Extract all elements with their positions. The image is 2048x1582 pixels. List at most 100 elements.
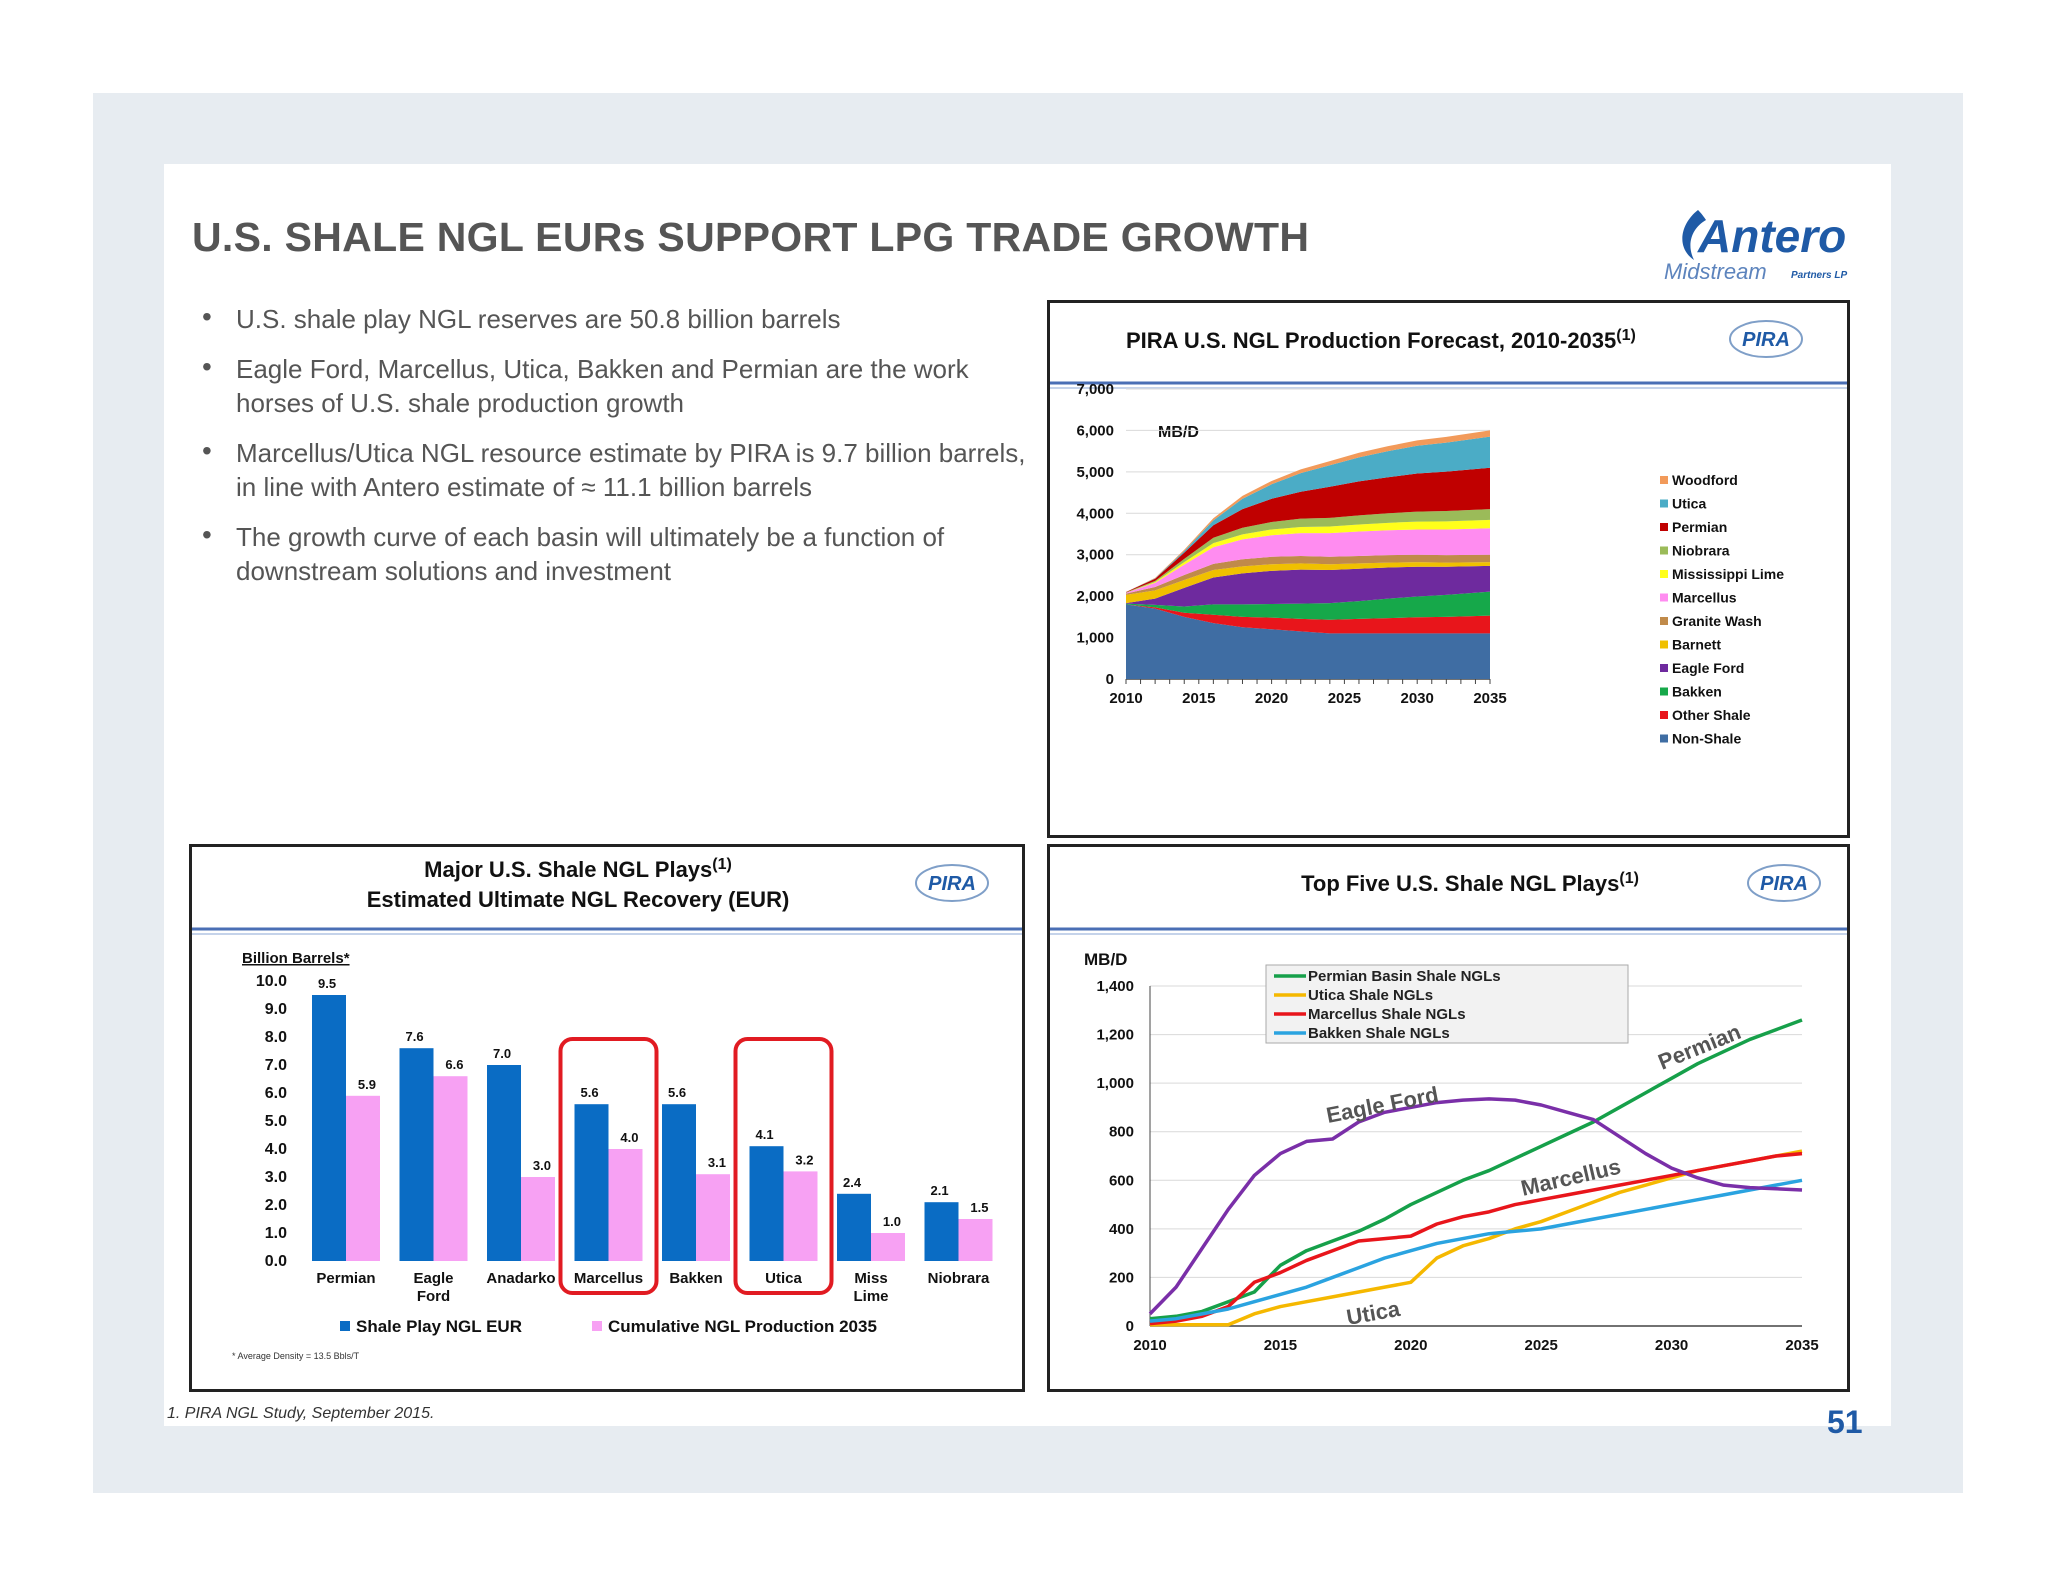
line-series-group [1148, 1018, 1803, 1327]
bar-highlight-boxes [558, 1037, 834, 1295]
bullet-item: Marcellus/Utica NGL resource estimate by… [194, 434, 1034, 504]
bar-value-label: 1.0 [883, 1214, 901, 1229]
bar-value-label: 9.5 [318, 976, 336, 991]
bar-category-label: Anadarko [486, 1270, 555, 1287]
line-x-tick-label: 2010 [1133, 1337, 1166, 1354]
area-series-non-shale [1126, 604, 1490, 679]
footnote: 1. PIRA NGL Study, September 2015. [167, 1405, 435, 1422]
line-chart: Top Five U.S. Shale NGL Plays(1) PIRA MB… [1050, 864, 1847, 1354]
bar-miss-lime-cumulative [871, 1233, 905, 1261]
bar-value-label: 6.6 [445, 1057, 463, 1072]
bar-value-label: 2.1 [931, 1183, 949, 1198]
bar-marcellus-eur [574, 1104, 609, 1261]
highlight-box-marcellus [558, 1037, 659, 1295]
area-x-tick-label: 2010 [1109, 690, 1142, 707]
line-x-tick-label: 2035 [1785, 1337, 1818, 1354]
bar-category-label: Niobrara [928, 1270, 990, 1287]
bar-value-label: 5.6 [581, 1085, 599, 1100]
area-legend-swatch [1660, 734, 1668, 743]
flame-icon [1682, 210, 1706, 260]
bullet-item: Eagle Ford, Marcellus, Utica, Bakken and… [194, 350, 1034, 420]
line-x-tick-label: 2015 [1264, 1337, 1297, 1354]
area-legend-label: Utica [1672, 496, 1706, 512]
area-series-permian [1126, 467, 1490, 593]
area-legend-label: Granite Wash [1672, 613, 1762, 629]
bar-permian-eur [312, 995, 346, 1261]
bar-y-tick-labels: 0.0 1.0 2.0 3.0 4.0 5.0 6.0 7.0 8.0 9.0 10.0 [256, 973, 287, 1270]
area-legend-label: Woodford [1672, 472, 1738, 488]
bar-y-tick-label: 8.0 [265, 1029, 287, 1046]
line-y-unit: MB/D [1084, 950, 1127, 969]
bar-y-tick-label: 3.0 [265, 1169, 287, 1186]
area-legend-label: Barnett [1672, 637, 1721, 653]
slide: U.S. SHALE NGL EURs SUPPORT LPG TRADE GR… [164, 164, 1891, 1440]
area-series-barnett [1126, 562, 1490, 604]
area-x-tick-label: 2030 [1401, 690, 1434, 707]
area-legend-label: Permian [1672, 519, 1727, 535]
bar-chart-panel: Major U.S. Shale NGL Plays(1) Estimated … [189, 844, 1025, 1392]
bar-value-label: 4.1 [756, 1127, 774, 1142]
bar-category-label: Miss [854, 1270, 887, 1287]
bar-y-tick-label: 9.0 [265, 1001, 287, 1018]
area-legend-swatch [1660, 570, 1668, 578]
line-legend-label: Permian Basin Shale NGLs [1308, 968, 1501, 985]
line-x-tick-labels: 2010 2015 2020 2025 2030 2035 [1133, 1337, 1818, 1354]
bar-anadarko-eur [487, 1065, 521, 1261]
bar-anadarko-cumulative [521, 1177, 555, 1261]
bar-bakken-cumulative [696, 1174, 730, 1261]
line-y-tick-label: 1,200 [1096, 1027, 1134, 1044]
bar-y-tick-label: 10.0 [256, 973, 287, 990]
bar-value-label: 3.2 [795, 1152, 813, 1167]
area-legend-swatch [1660, 640, 1668, 649]
area-legend-swatch [1660, 499, 1668, 508]
bar-footnote: * Average Density = 13.5 Bbls/T [232, 1351, 360, 1361]
bar-value-label: 7.0 [493, 1046, 511, 1061]
bar-y-tick-label: 1.0 [265, 1225, 287, 1242]
area-x-tick-label: 2020 [1255, 690, 1288, 707]
bar-value-label: 5.9 [358, 1077, 376, 1092]
area-x-tick-label: 2035 [1473, 690, 1506, 707]
line-y-tick-label: 400 [1109, 1221, 1134, 1238]
area-legend-swatch [1660, 711, 1668, 719]
line-y-tick-label: 800 [1109, 1124, 1134, 1141]
line-y-tick-label: 600 [1109, 1172, 1134, 1189]
area-series-bakken [1126, 591, 1490, 620]
bar-y-tick-label: 7.0 [265, 1057, 287, 1074]
area-y-tick-label: 4,000 [1076, 505, 1114, 522]
area-y-tick-label: 5,000 [1076, 464, 1114, 481]
bar-category-label: Utica [765, 1270, 802, 1287]
bar-category-label: Ford [417, 1288, 450, 1305]
bar-y-tick-label: 4.0 [265, 1141, 287, 1158]
bar-chart: Major U.S. Shale NGL Plays(1) Estimated … [192, 856, 1022, 1361]
bullet-item: U.S. shale play NGL reserves are 50.8 bi… [194, 300, 1034, 336]
page-number: 51 [1827, 1404, 1863, 1440]
bar-chart-subtitle: Estimated Ultimate NGL Recovery (EUR) [367, 887, 790, 912]
bar-legend: Shale Play NGL EUR Cumulative NGL Product… [340, 1317, 877, 1336]
area-legend-swatch [1660, 523, 1668, 531]
bar-value-label: 3.1 [708, 1155, 726, 1170]
area-series-niobrara [1126, 509, 1490, 593]
bar-category-label: Bakken [669, 1270, 722, 1287]
slide-title: U.S. SHALE NGL EURs SUPPORT LPG TRADE GR… [192, 214, 1310, 260]
line-chart-title: Top Five U.S. Shale NGL Plays(1) [1301, 870, 1639, 896]
area-series-other-shale [1126, 604, 1490, 634]
bar-permian-cumulative [346, 1095, 380, 1261]
line-legend: Permian Basin Shale NGLs Utica Shale NGLs… [1265, 964, 1629, 1044]
line-annotation-permian: Permian [1655, 1019, 1745, 1075]
line-legend-label: Marcellus Shale NGLs [1308, 1006, 1466, 1023]
area-chart-panel: PIRA U.S. NGL Production Forecast, 2010-… [1047, 300, 1850, 838]
area-legend-swatch [1660, 664, 1668, 672]
line-y-tick-labels: 0 200 400 600 800 1,000 1,200 1,400 [1096, 978, 1134, 1335]
area-legend-label: Bakken [1672, 684, 1722, 700]
bar-legend-label: Cumulative NGL Production 2035 [608, 1317, 877, 1336]
line-annotation-utica: Utica [1345, 1296, 1403, 1330]
line-x-tick-label: 2020 [1394, 1337, 1427, 1354]
bar-legend-swatch [592, 1321, 602, 1331]
area-legend-label: Mississippi Lime [1672, 566, 1784, 582]
bar-y-tick-label: 2.0 [265, 1197, 287, 1214]
bar-value-label: 7.6 [406, 1029, 424, 1044]
area-x-tick-label: 2025 [1328, 690, 1361, 707]
logo-name: Antero [1697, 210, 1846, 262]
line-annotation-eagle-ford: Eagle Ford [1324, 1082, 1440, 1128]
